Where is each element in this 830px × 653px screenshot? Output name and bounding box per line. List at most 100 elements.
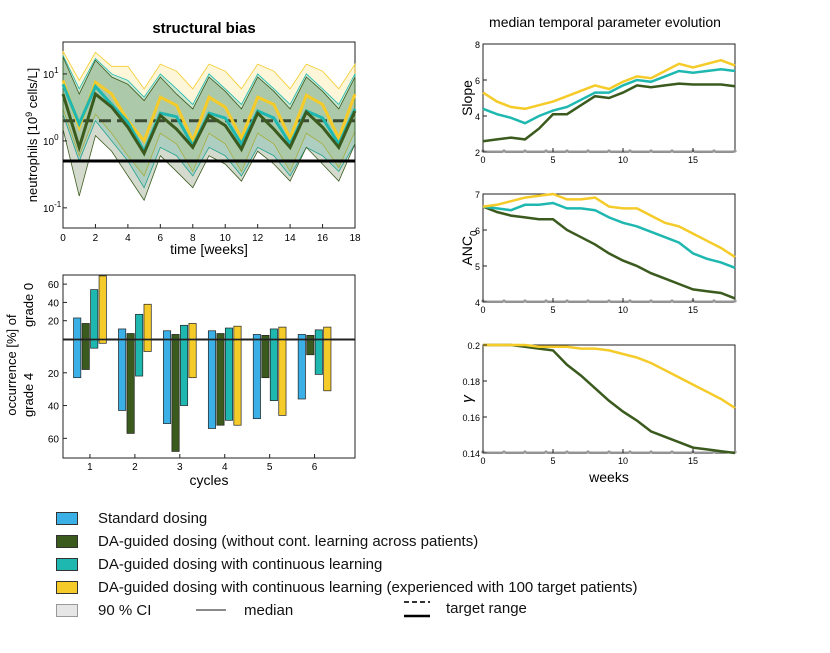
gamma-y-label: γ <box>459 394 476 403</box>
param-ytick-label-1-7: 7 <box>475 190 480 200</box>
grade4-bar-cl-6 <box>314 339 323 375</box>
grade4-bar-da-4 <box>216 339 225 426</box>
param-baseline-dot-1-18 <box>733 299 737 303</box>
legend: Standard dosing DA-guided dosing (withou… <box>56 506 816 646</box>
cycle-label-3: 3 <box>177 462 183 473</box>
param-baseline-dot-2-9 <box>607 450 611 454</box>
y-tick-label-0: 101 <box>43 66 59 81</box>
x-tick-label-16: 16 <box>317 233 329 244</box>
grade0-bar-cl-6 <box>314 329 323 340</box>
param-xtick-label-2-5: 5 <box>550 456 555 466</box>
param-xtick-label-0-0: 0 <box>480 155 485 165</box>
param-ytick-label-0-6: 6 <box>475 76 480 86</box>
param-line-1-exp <box>482 192 736 259</box>
param-line-0-da <box>482 82 736 143</box>
grade4-bar-da-2 <box>126 339 135 434</box>
x-tick-label-4: 4 <box>125 233 131 244</box>
grade0-bar-exp-2 <box>143 303 152 340</box>
grade0-tick-label-20: 20 <box>48 317 60 328</box>
legend-item-cl: DA-guided dosing with continuous learnin… <box>56 554 382 574</box>
weeks-axis-label: weeks <box>588 469 629 485</box>
legend-item-target: target range <box>402 598 527 618</box>
param-baseline-dot-0-13.5 <box>670 149 674 153</box>
grade0-plot-frame <box>62 274 356 340</box>
grade4-bar-exp-3 <box>188 339 197 379</box>
param-baseline-dot-1-12 <box>649 299 653 303</box>
grade4-bar-cl-4 <box>224 339 233 421</box>
x-tick-label-12: 12 <box>252 233 264 244</box>
grade0-bar-standard-2 <box>118 328 127 340</box>
param-baseline-dot-0-10.5 <box>628 149 632 153</box>
grade4-bar-standard-4 <box>207 339 216 429</box>
param-baseline-dot-2-6 <box>565 450 569 454</box>
grade0-bar-standard-6 <box>297 334 306 340</box>
grade4-tick-label-60: 60 <box>48 434 60 445</box>
grade0-bar-standard-5 <box>252 334 261 340</box>
neutrophil-x-axis-label: time [weeks] <box>170 241 248 257</box>
x-tick-label-8: 8 <box>190 233 196 244</box>
grade4-y-label: grade 4 <box>21 373 36 417</box>
param-ytick-label-1-4: 4 <box>475 298 480 308</box>
x-tick-label-10: 10 <box>220 233 232 244</box>
param-xtick-label-1-10: 10 <box>618 305 628 315</box>
param-baseline-dot-0-1.5 <box>502 149 506 153</box>
param-line-1-da <box>482 205 736 300</box>
grade0-bar-cl-3 <box>180 324 189 340</box>
occurrence-y-label: occurrence [%] of <box>4 314 19 416</box>
grade0-bar-da-5 <box>261 334 270 340</box>
median-parameter-title: median temporal parameter evolution <box>489 14 721 30</box>
param-ytick-label-0-8: 8 <box>475 40 480 50</box>
param-ytick-label-2-0.14: 0.14 <box>462 449 480 459</box>
grade0-bar-da-6 <box>306 334 315 340</box>
grade0-bar-cl-5 <box>269 328 278 340</box>
legend-label-ci: 90 % CI <box>98 601 152 619</box>
param-baseline-dot-2-4.5 <box>544 450 548 454</box>
gamma-plot-frame <box>482 344 736 454</box>
param-xtick-label-1-15: 15 <box>688 305 698 315</box>
param-baseline-dot-0-4.5 <box>544 149 548 153</box>
legend-label-exp: DA-guided dosing with continuous learnin… <box>98 578 638 596</box>
grade0-bar-cl-2 <box>135 313 144 340</box>
param-line-0-cl <box>482 67 736 125</box>
grade0-y-label: grade 0 <box>21 283 36 327</box>
grade4-bar-exp-5 <box>278 339 287 416</box>
grade0-bar-exp-3 <box>188 323 197 340</box>
grade0-bar-exp-5 <box>278 326 287 340</box>
legend-item-standard: Standard dosing <box>56 508 207 528</box>
legend-item-da: DA-guided dosing (without cont. learning… <box>56 531 478 551</box>
param-line-2-da <box>483 343 736 455</box>
grade4-bar-cl-2 <box>135 339 144 377</box>
legend-swatch-standard <box>56 511 78 525</box>
param-xtick-label-1-0: 0 <box>480 305 485 315</box>
grade4-bar-exp-1 <box>98 339 107 344</box>
param-ytick-label-1-6: 6 <box>475 226 480 236</box>
param-baseline-dot-0-18 <box>733 149 737 153</box>
param-line-1-cl <box>482 201 736 269</box>
param-baseline-dot-1-9 <box>607 299 611 303</box>
neutrophil-y-axis-label: neutrophils [109 cells/L] <box>24 68 40 202</box>
grade0-bar-exp-1 <box>98 275 107 340</box>
ci-band-da <box>62 56 356 202</box>
param-baseline-dot-2-12 <box>649 450 653 454</box>
grade4-tick-label-40: 40 <box>48 402 60 413</box>
param-baseline-dot-2-13.5 <box>670 450 674 454</box>
param-baseline-dot-1-10.5 <box>628 299 632 303</box>
param-ytick-label-0-4: 4 <box>475 112 480 122</box>
param-ytick-label-2-0.2: 0.2 <box>467 341 480 351</box>
grade4-bar-exp-2 <box>143 339 152 352</box>
legend-swatch-ci <box>56 603 78 617</box>
legend-label-da: DA-guided dosing (without cont. learning… <box>98 532 479 550</box>
param-baseline-dot-1-13.5 <box>670 299 674 303</box>
grade0-bar-da-2 <box>126 333 135 340</box>
param-xtick-label-1-5: 5 <box>550 305 555 315</box>
x-tick-label-18: 18 <box>349 233 361 244</box>
legend-swatch-da <box>56 534 78 548</box>
grade0-tick-label-40: 40 <box>48 298 60 309</box>
grade0-bar-cl-4 <box>224 327 233 340</box>
grade0-bar-cl-1 <box>90 289 99 340</box>
param-baseline-dot-0-7.5 <box>586 149 590 153</box>
param-xtick-label-2-15: 15 <box>688 456 698 466</box>
grade4-bar-da-3 <box>171 339 180 452</box>
anc0-plot-frame <box>482 193 736 303</box>
legend-label-standard: Standard dosing <box>98 509 208 527</box>
